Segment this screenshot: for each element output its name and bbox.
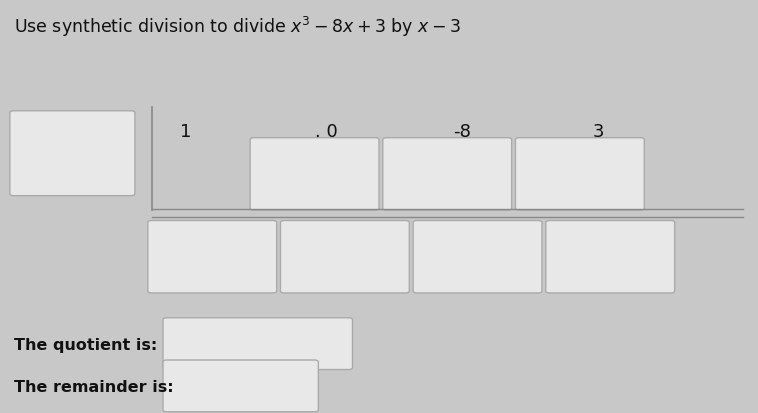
FancyBboxPatch shape xyxy=(413,221,542,293)
Text: . 0: . 0 xyxy=(315,123,337,141)
FancyBboxPatch shape xyxy=(163,318,352,370)
FancyBboxPatch shape xyxy=(280,221,409,293)
Text: 3: 3 xyxy=(593,123,605,141)
FancyBboxPatch shape xyxy=(10,112,135,196)
Text: -8: -8 xyxy=(453,123,471,141)
Text: The remainder is:: The remainder is: xyxy=(14,379,174,394)
Text: Use synthetic division to divide $x^3 - 8x + 3$ by $x - 3$: Use synthetic division to divide $x^3 - … xyxy=(14,14,460,38)
FancyBboxPatch shape xyxy=(546,221,675,293)
Text: The quotient is:: The quotient is: xyxy=(14,337,157,352)
Text: 1: 1 xyxy=(180,123,192,141)
FancyBboxPatch shape xyxy=(515,138,644,211)
FancyBboxPatch shape xyxy=(148,221,277,293)
FancyBboxPatch shape xyxy=(163,360,318,412)
FancyBboxPatch shape xyxy=(250,138,379,211)
FancyBboxPatch shape xyxy=(383,138,512,211)
